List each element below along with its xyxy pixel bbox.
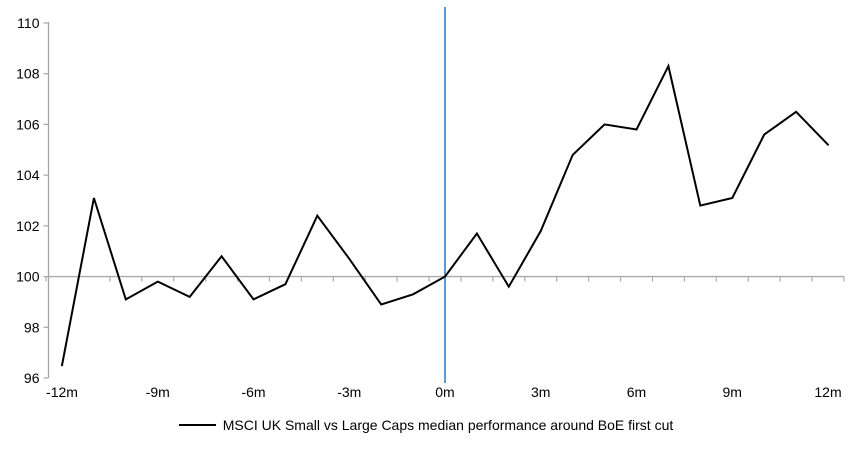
legend-line-swatch (178, 424, 216, 426)
x-tick-label: 12m (814, 384, 841, 400)
x-tick-label: 6m (627, 384, 646, 400)
legend: MSCI UK Small vs Large Caps median perfo… (0, 417, 852, 433)
x-tick-label: -3m (337, 384, 361, 400)
y-tick-label: 102 (16, 218, 40, 234)
x-tick-label: -9m (146, 384, 170, 400)
y-tick-label: 108 (16, 66, 40, 82)
x-tick-label: 0m (435, 384, 454, 400)
x-tick-label: 9m (723, 384, 742, 400)
y-tick-label: 104 (16, 167, 40, 183)
y-tick-label: 110 (17, 15, 40, 31)
x-tick-label: -12m (46, 384, 78, 400)
x-tick-label: -6m (241, 384, 265, 400)
x-tick-label: 3m (531, 384, 550, 400)
y-tick-label: 98 (24, 319, 40, 335)
y-tick-label: 106 (16, 116, 40, 132)
y-tick-label: 96 (24, 370, 40, 386)
series-line (61, 63, 829, 367)
y-tick-label: 100 (16, 269, 40, 285)
legend-label: MSCI UK Small vs Large Caps median perfo… (222, 417, 674, 433)
